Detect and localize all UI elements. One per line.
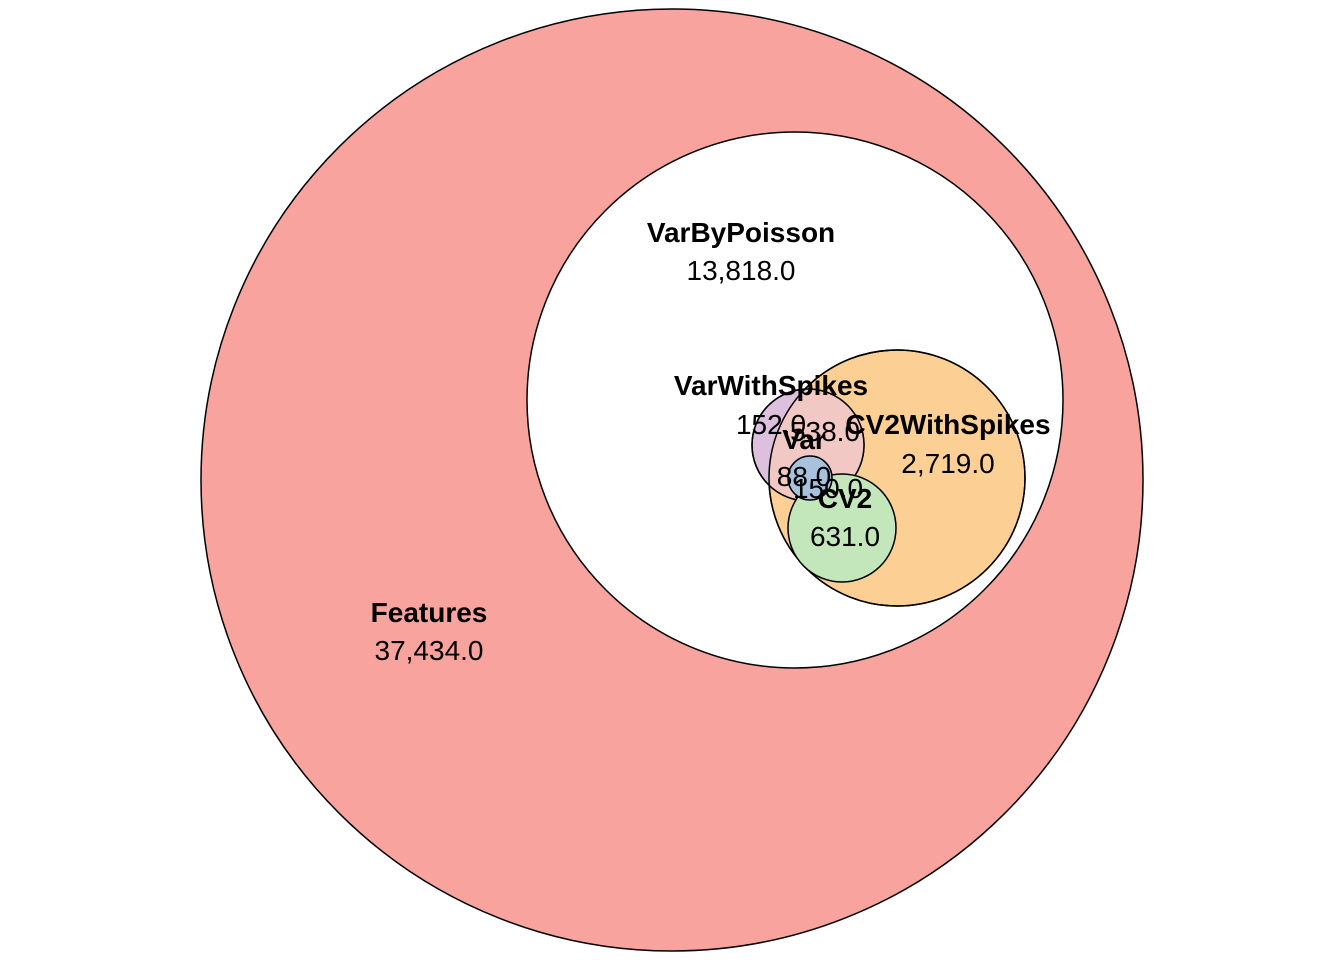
- set-count-varbypoisson: 13,818.0: [687, 255, 796, 286]
- set-label-varwithspikes: VarWithSpikes: [674, 370, 868, 401]
- set-label-cv2: CV2: [818, 483, 872, 514]
- set-label-cv2withspikes: CV2WithSpikes: [845, 409, 1050, 440]
- set-label-varbypoisson: VarByPoisson: [647, 217, 835, 248]
- set-circle-var: [787, 455, 833, 501]
- set-circle-cv2: [787, 473, 897, 583]
- set-label-var: Var: [782, 424, 826, 455]
- set-count-var: 88.0: [777, 461, 832, 492]
- set-count-cv2withspikes: 2,719.0: [901, 448, 994, 479]
- set-label-features: Features: [371, 597, 488, 628]
- intersection-count-var-cv2: 150.0: [793, 473, 863, 504]
- set-count-varwithspikes: 152.0: [736, 409, 806, 440]
- intersection-region-varwithspikes-cv2withspikes: [769, 389, 864, 501]
- set-count-cv2: 631.0: [810, 521, 880, 552]
- intersection-count-varwithspikes-cv2withspikes: 538.0: [790, 416, 860, 447]
- set-outline-cv2withspikes: [768, 349, 1026, 607]
- set-count-features: 37,434.0: [375, 635, 484, 666]
